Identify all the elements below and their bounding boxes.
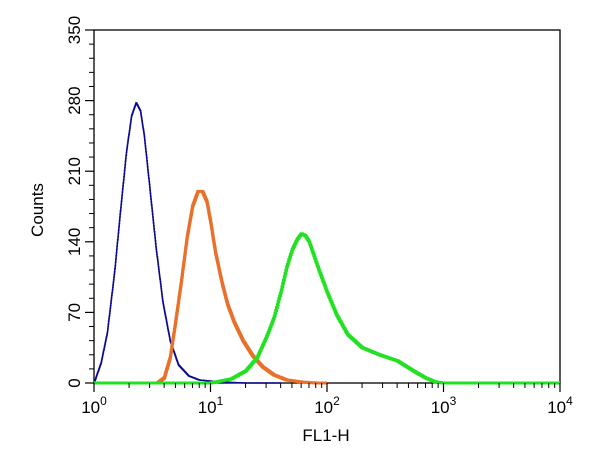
series-line-2 (94, 189, 327, 385)
x-tick-label: 103 (431, 394, 457, 417)
y-tick-label: 70 (65, 303, 84, 322)
series-line-1 (93, 102, 281, 384)
y-tick-label: 0 (65, 378, 84, 387)
x-tick-label: 102 (314, 394, 340, 417)
plot-area (93, 29, 561, 385)
y-axis-label: Counts (28, 183, 47, 237)
y-tick-label: 210 (65, 157, 84, 185)
x-tick-label: 100 (81, 394, 107, 417)
y-tick-label: 140 (65, 228, 84, 256)
y-tick-label: 280 (65, 86, 84, 114)
plot-frame (93, 29, 561, 384)
y-tick-label: 350 (65, 16, 84, 44)
y-axis: 0 70 140 210 280 350 (65, 16, 94, 388)
x-tick-label: 104 (547, 394, 573, 417)
x-tick-label: 101 (198, 394, 224, 417)
x-axis: 100 101 102 103 104 (81, 383, 573, 417)
x-axis-label: FL1-H (302, 426, 349, 445)
